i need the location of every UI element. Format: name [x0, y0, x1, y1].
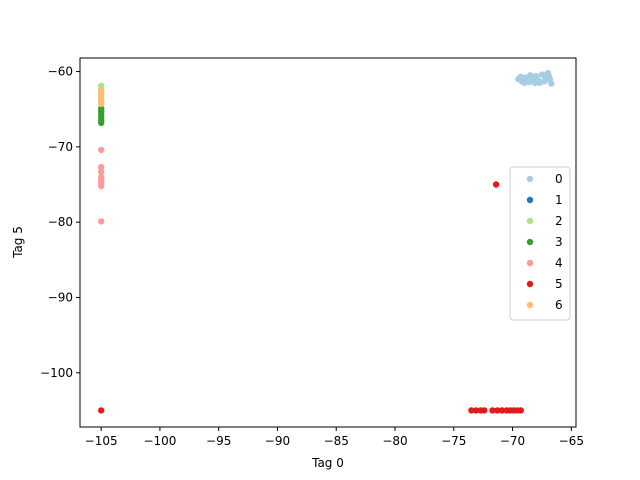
x-tick-label: −85 — [324, 434, 349, 448]
y-tick-label: −70 — [48, 140, 73, 154]
x-tick-label: −75 — [441, 434, 466, 448]
legend-marker-2 — [526, 217, 534, 225]
point-series-0-17 — [531, 79, 539, 87]
point-series-0-12 — [527, 72, 534, 79]
legend-marker-0 — [526, 175, 534, 183]
x-tick-label: −80 — [382, 434, 407, 448]
point-series-4-7 — [98, 218, 105, 225]
legend-label-6: 6 — [555, 298, 563, 312]
point-series-5-8 — [498, 407, 506, 414]
legend-marker-3 — [526, 238, 534, 246]
point-series-4-2 — [98, 168, 105, 175]
point-series-5-3 — [472, 407, 480, 414]
data-points — [98, 69, 555, 414]
legend-marker-6 — [526, 301, 534, 309]
legend-marker-5 — [526, 280, 534, 288]
point-series-0-18 — [517, 73, 524, 81]
point-series-5-6 — [489, 407, 496, 414]
point-series-4-1 — [98, 164, 105, 171]
y-tick-label: −80 — [48, 215, 73, 229]
point-series-0-11 — [548, 80, 555, 87]
x-tick-label: −105 — [85, 434, 118, 448]
point-series-4-0 — [98, 146, 105, 154]
x-tick-label: −100 — [143, 434, 176, 448]
point-series-0-14 — [521, 79, 528, 87]
point-series-4-6 — [98, 182, 105, 190]
x-tick-label: −65 — [559, 434, 584, 448]
legend-label-5: 5 — [555, 277, 563, 291]
x-tick-label: −95 — [206, 434, 231, 448]
legend: 0 1 2 3 4 5 6 — [509, 166, 571, 321]
point-series-5-1 — [98, 407, 105, 414]
legend-box — [509, 166, 571, 321]
point-series-6-4 — [98, 100, 105, 108]
point-series-5-2 — [468, 407, 475, 414]
legend-label-3: 3 — [555, 235, 563, 249]
point-series-0-15 — [541, 78, 548, 85]
point-series-0-16 — [545, 72, 553, 80]
x-axis-label: Tag 0 — [311, 456, 344, 470]
point-series-5-7 — [494, 407, 501, 414]
y-tick-label: −60 — [48, 65, 73, 79]
legend-label-2: 2 — [555, 214, 563, 228]
legend-marker-1 — [526, 196, 534, 204]
x-tick-label: −90 — [265, 434, 290, 448]
y-tick-label: −100 — [40, 366, 73, 380]
legend-marker-4 — [526, 259, 534, 267]
point-series-5-5 — [481, 407, 488, 414]
y-axis-label: Tag 5 — [11, 226, 25, 259]
point-series-5-0 — [492, 181, 500, 188]
legend-label-1: 1 — [555, 193, 563, 207]
point-series-5-13 — [517, 407, 524, 414]
legend-label-0: 0 — [555, 172, 563, 186]
x-axis-ticks: −105 −100 −95 −90 −85 −80 −75 −70 −65 — [85, 427, 584, 448]
y-tick-label: −90 — [48, 290, 73, 304]
x-tick-label: −70 — [500, 434, 525, 448]
plot-frame — [79, 57, 577, 428]
y-axis-ticks: −100 −90 −80 −70 −60 — [40, 65, 80, 380]
point-series-3-5 — [98, 119, 105, 127]
legend-label-4: 4 — [555, 256, 563, 270]
